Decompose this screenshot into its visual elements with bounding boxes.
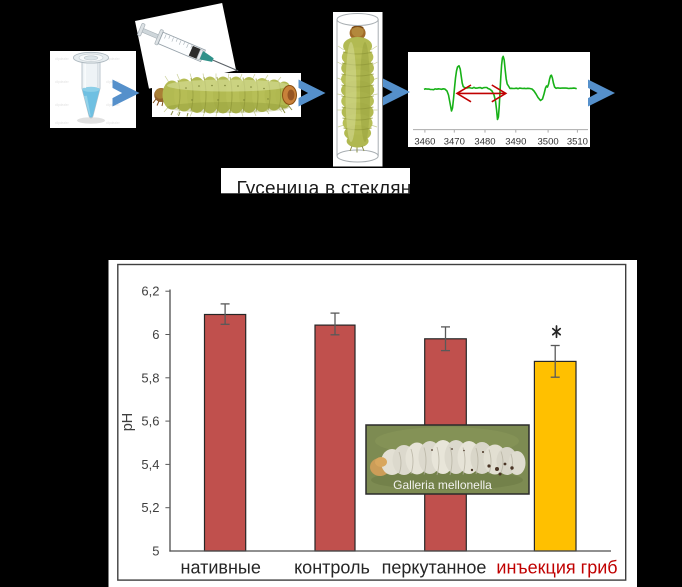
svg-text:3460: 3460 — [414, 137, 435, 148]
svg-text:clipdealer: clipdealer — [55, 80, 70, 84]
svg-text:3490: 3490 — [505, 137, 526, 148]
svg-text:3480: 3480 — [474, 137, 495, 148]
svg-text:5,2: 5,2 — [141, 500, 159, 515]
svg-text:контроль: контроль — [294, 558, 370, 578]
svg-text:3470: 3470 — [444, 137, 465, 148]
svg-text:pH: pH — [120, 413, 136, 432]
svg-text:clipdealer: clipdealer — [55, 121, 70, 125]
svg-text:clipdealer: clipdealer — [106, 57, 121, 61]
svg-text:перкутанное: перкутанное — [382, 558, 487, 578]
svg-text:3510: 3510 — [567, 137, 588, 148]
svg-text:5: 5 — [152, 544, 159, 559]
svg-text:clipdealer: clipdealer — [55, 57, 70, 61]
svg-text:6,2: 6,2 — [141, 284, 159, 299]
svg-text:Гусеница в стеклянн: Гусеница в стеклянн — [237, 179, 423, 200]
svg-text:5,4: 5,4 — [141, 457, 159, 472]
svg-text:6: 6 — [152, 327, 159, 342]
svg-text:3500: 3500 — [538, 137, 559, 148]
svg-text:нативные: нативные — [181, 558, 261, 578]
svg-text:5,8: 5,8 — [141, 370, 159, 385]
svg-text:Galleria mellonella: Galleria mellonella — [393, 478, 492, 492]
svg-text:5,6: 5,6 — [141, 414, 159, 429]
svg-text:инъекция гриб: инъекция гриб — [496, 558, 617, 578]
svg-text:clipdealer: clipdealer — [106, 121, 121, 125]
svg-text:clipdealer: clipdealer — [55, 103, 70, 107]
